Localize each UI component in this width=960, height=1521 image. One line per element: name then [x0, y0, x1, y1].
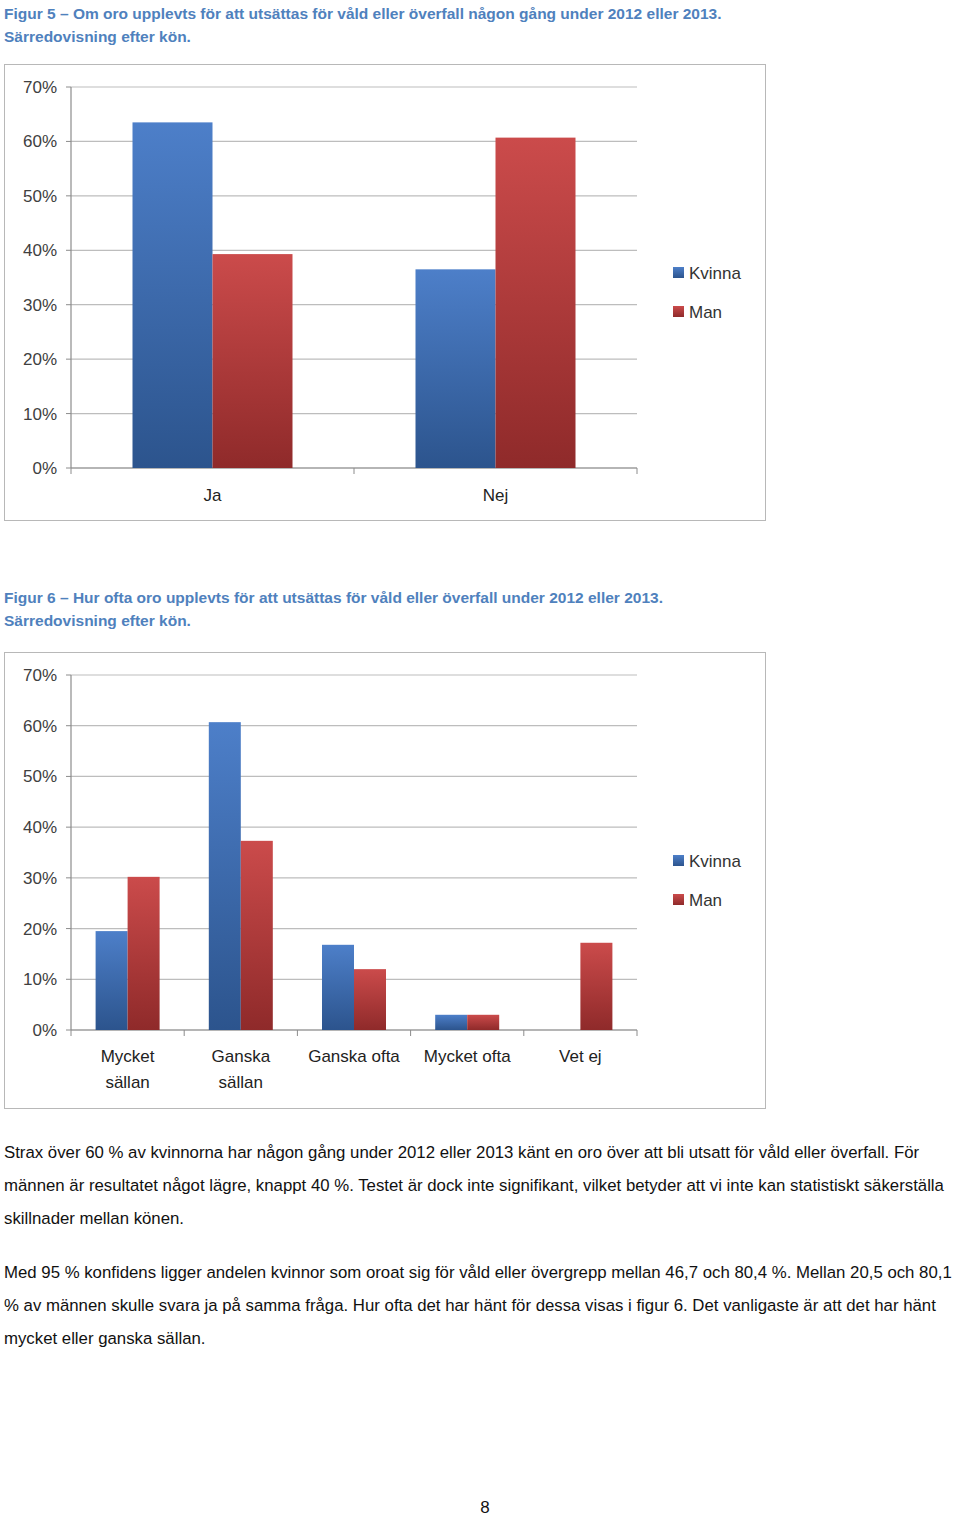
category-tick	[637, 1030, 638, 1036]
category-label: Ganska ofta	[305, 1044, 403, 1070]
y-axis	[70, 87, 71, 468]
bar	[496, 138, 576, 468]
grid-line	[71, 674, 637, 675]
tick-label: 50%	[23, 767, 57, 786]
tick-label: 0%	[32, 1021, 57, 1040]
tick-label: 60%	[23, 717, 57, 736]
tick-label: 20%	[23, 350, 57, 369]
chart-frame: 0% 10% 20% 30% 40% 50% 60% 70% Kvinna Man Ja Nej	[4, 64, 766, 521]
bar	[128, 877, 160, 1030]
tick-mark	[66, 1030, 71, 1031]
tick-mark	[66, 928, 71, 929]
category-tick	[297, 1030, 298, 1036]
category-tick	[71, 468, 72, 474]
bar	[133, 122, 213, 468]
category-label: Mycket sällan	[79, 1044, 177, 1096]
tick-label: 20%	[23, 920, 57, 939]
category-tick	[410, 1030, 411, 1036]
tick-label: 10%	[23, 405, 57, 424]
grid-line	[71, 776, 637, 777]
category-label: Vet ej	[531, 1044, 629, 1070]
category-tick	[637, 468, 638, 474]
bar	[548, 1030, 580, 1031]
figure-caption: Figur 5 – Om oro upplevts för att utsätt…	[4, 2, 749, 48]
legend-swatch	[673, 855, 684, 866]
tick-label: 30%	[23, 869, 57, 888]
tick-label: 40%	[23, 818, 57, 837]
legend-label: Kvinna	[689, 264, 742, 283]
bar	[213, 254, 293, 468]
tick-mark	[66, 195, 71, 196]
tick-label: 50%	[23, 187, 57, 206]
tick-mark	[66, 776, 71, 777]
tick-label: 10%	[23, 970, 57, 989]
tick-mark	[66, 877, 71, 878]
bars	[133, 122, 576, 468]
legend-label: Man	[689, 891, 722, 910]
bar	[322, 945, 354, 1030]
bars	[96, 722, 613, 1030]
category-tick	[184, 1030, 185, 1036]
category-tick	[71, 1030, 72, 1036]
category-tick	[354, 468, 355, 474]
tick-label: 40%	[23, 241, 57, 260]
tick-label: 70%	[23, 78, 57, 97]
chart: 0% 10% 20% 30% 40% 50% 60% 70% Kvinna Man	[5, 653, 765, 1108]
category-label: Nej	[447, 483, 545, 509]
bar	[96, 931, 128, 1030]
bar	[580, 943, 612, 1030]
bar	[467, 1015, 499, 1030]
figure-caption: Figur 6 – Hur ofta oro upplevts för att …	[4, 586, 749, 632]
tick-mark	[66, 250, 71, 251]
tick-mark	[66, 725, 71, 726]
bar	[209, 722, 241, 1030]
tick-mark	[66, 359, 71, 360]
chart-frame: 0% 10% 20% 30% 40% 50% 60% 70% Kvinna Man Mycket s…	[4, 652, 766, 1109]
y-axis	[70, 675, 71, 1030]
legend-swatch	[673, 306, 684, 317]
legend-swatch	[673, 894, 684, 905]
tick-mark	[66, 675, 71, 676]
category-label: Ganska sällan	[192, 1044, 290, 1096]
tick-mark	[66, 827, 71, 828]
legend-label: Man	[689, 303, 722, 322]
grid-line	[71, 725, 637, 726]
paragraph: Med 95 % konfidens ligger andelen kvinno…	[4, 1256, 960, 1355]
tick-label: 60%	[23, 132, 57, 151]
category-label: Ja	[164, 483, 262, 509]
tick-label: 70%	[23, 666, 57, 685]
legend-swatch	[673, 267, 684, 278]
tick-mark	[66, 141, 71, 142]
bar	[435, 1015, 467, 1030]
grid-line	[71, 86, 637, 87]
bar	[354, 969, 386, 1030]
tick-mark	[66, 413, 71, 414]
tick-mark	[66, 468, 71, 469]
tick-mark	[66, 979, 71, 980]
tick-mark	[66, 304, 71, 305]
bar	[241, 841, 273, 1030]
tick-label: 0%	[32, 459, 57, 478]
paragraph: Strax över 60 % av kvinnorna har någon g…	[4, 1136, 960, 1235]
grid-line	[71, 827, 637, 828]
page-number: 8	[460, 1498, 510, 1518]
chart: 0% 10% 20% 30% 40% 50% 60% 70% Kvinna Man	[5, 65, 765, 520]
category-tick	[523, 1030, 524, 1036]
legend-label: Kvinna	[689, 852, 742, 871]
bar	[416, 269, 496, 468]
category-label: Mycket ofta	[418, 1044, 516, 1070]
tick-label: 30%	[23, 296, 57, 315]
tick-mark	[66, 87, 71, 88]
